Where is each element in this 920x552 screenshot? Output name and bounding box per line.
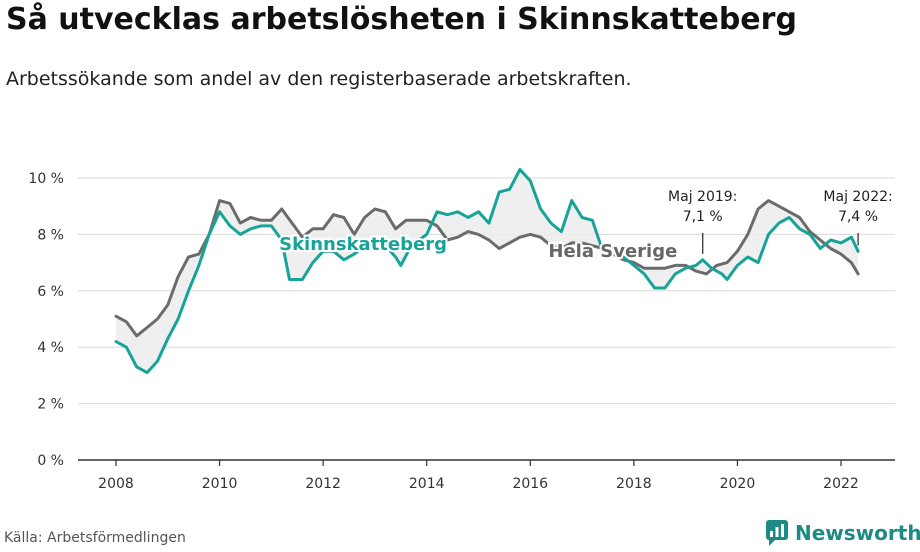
source-note: Källa: Arbetsförmedlingen	[4, 530, 186, 546]
annotation-text: 7,1 %	[683, 209, 723, 225]
series-label-hela-sverige: Hela Sverige	[548, 241, 677, 262]
series-labels: Skinnskatteberg Hela Sverige	[277, 232, 679, 264]
y-tick-label: 10 %	[28, 171, 64, 187]
y-tick-label: 4 %	[37, 340, 64, 356]
x-tick-label: 2018	[616, 476, 652, 492]
chart-title: Så utvecklas arbetslösheten i Skinnskatt…	[6, 2, 797, 37]
gap-fill-area	[116, 169, 859, 373]
axes: 0 % 2 % 4 % 6 % 8 % 10 % 2008 2010 2012 2014 2016 2…	[28, 171, 895, 492]
series-line-hela-sverige	[114, 199, 860, 338]
x-tick-label: 2020	[720, 476, 756, 492]
y-tick-label: 8 %	[37, 227, 64, 243]
y-tick-label: 6 %	[37, 284, 64, 300]
newsworthy-logo[interactable]: Newsworthy	[765, 518, 920, 548]
x-tick-label: 2016	[512, 476, 548, 492]
annotations: Maj 2019: 7,1 % Maj 2022: 7,4 %	[668, 189, 893, 254]
y-tick-label: 0 %	[37, 453, 64, 469]
newsworthy-logo-text: Newsworthy	[795, 521, 920, 545]
series-line-skinnskatteberg	[114, 168, 860, 375]
chart-subtitle: Arbetssökande som andel av den registerb…	[6, 68, 632, 90]
x-tick-label: 2010	[202, 476, 238, 492]
x-tick-label: 2022	[823, 476, 859, 492]
newsworthy-logo-icon	[766, 520, 788, 546]
annotation-text: 7,4 %	[838, 209, 878, 225]
x-tick-label: 2012	[305, 476, 341, 492]
annotation-text: Maj 2019:	[668, 189, 737, 205]
series-label-skinnskatteberg: Skinnskatteberg	[279, 234, 447, 255]
y-tick-label: 2 %	[37, 397, 64, 413]
x-tick-label: 2008	[98, 476, 134, 492]
x-tick-label: 2014	[409, 476, 445, 492]
series-lines	[114, 168, 860, 375]
annotation-text: Maj 2022:	[823, 189, 892, 205]
gap-fill	[116, 169, 859, 373]
